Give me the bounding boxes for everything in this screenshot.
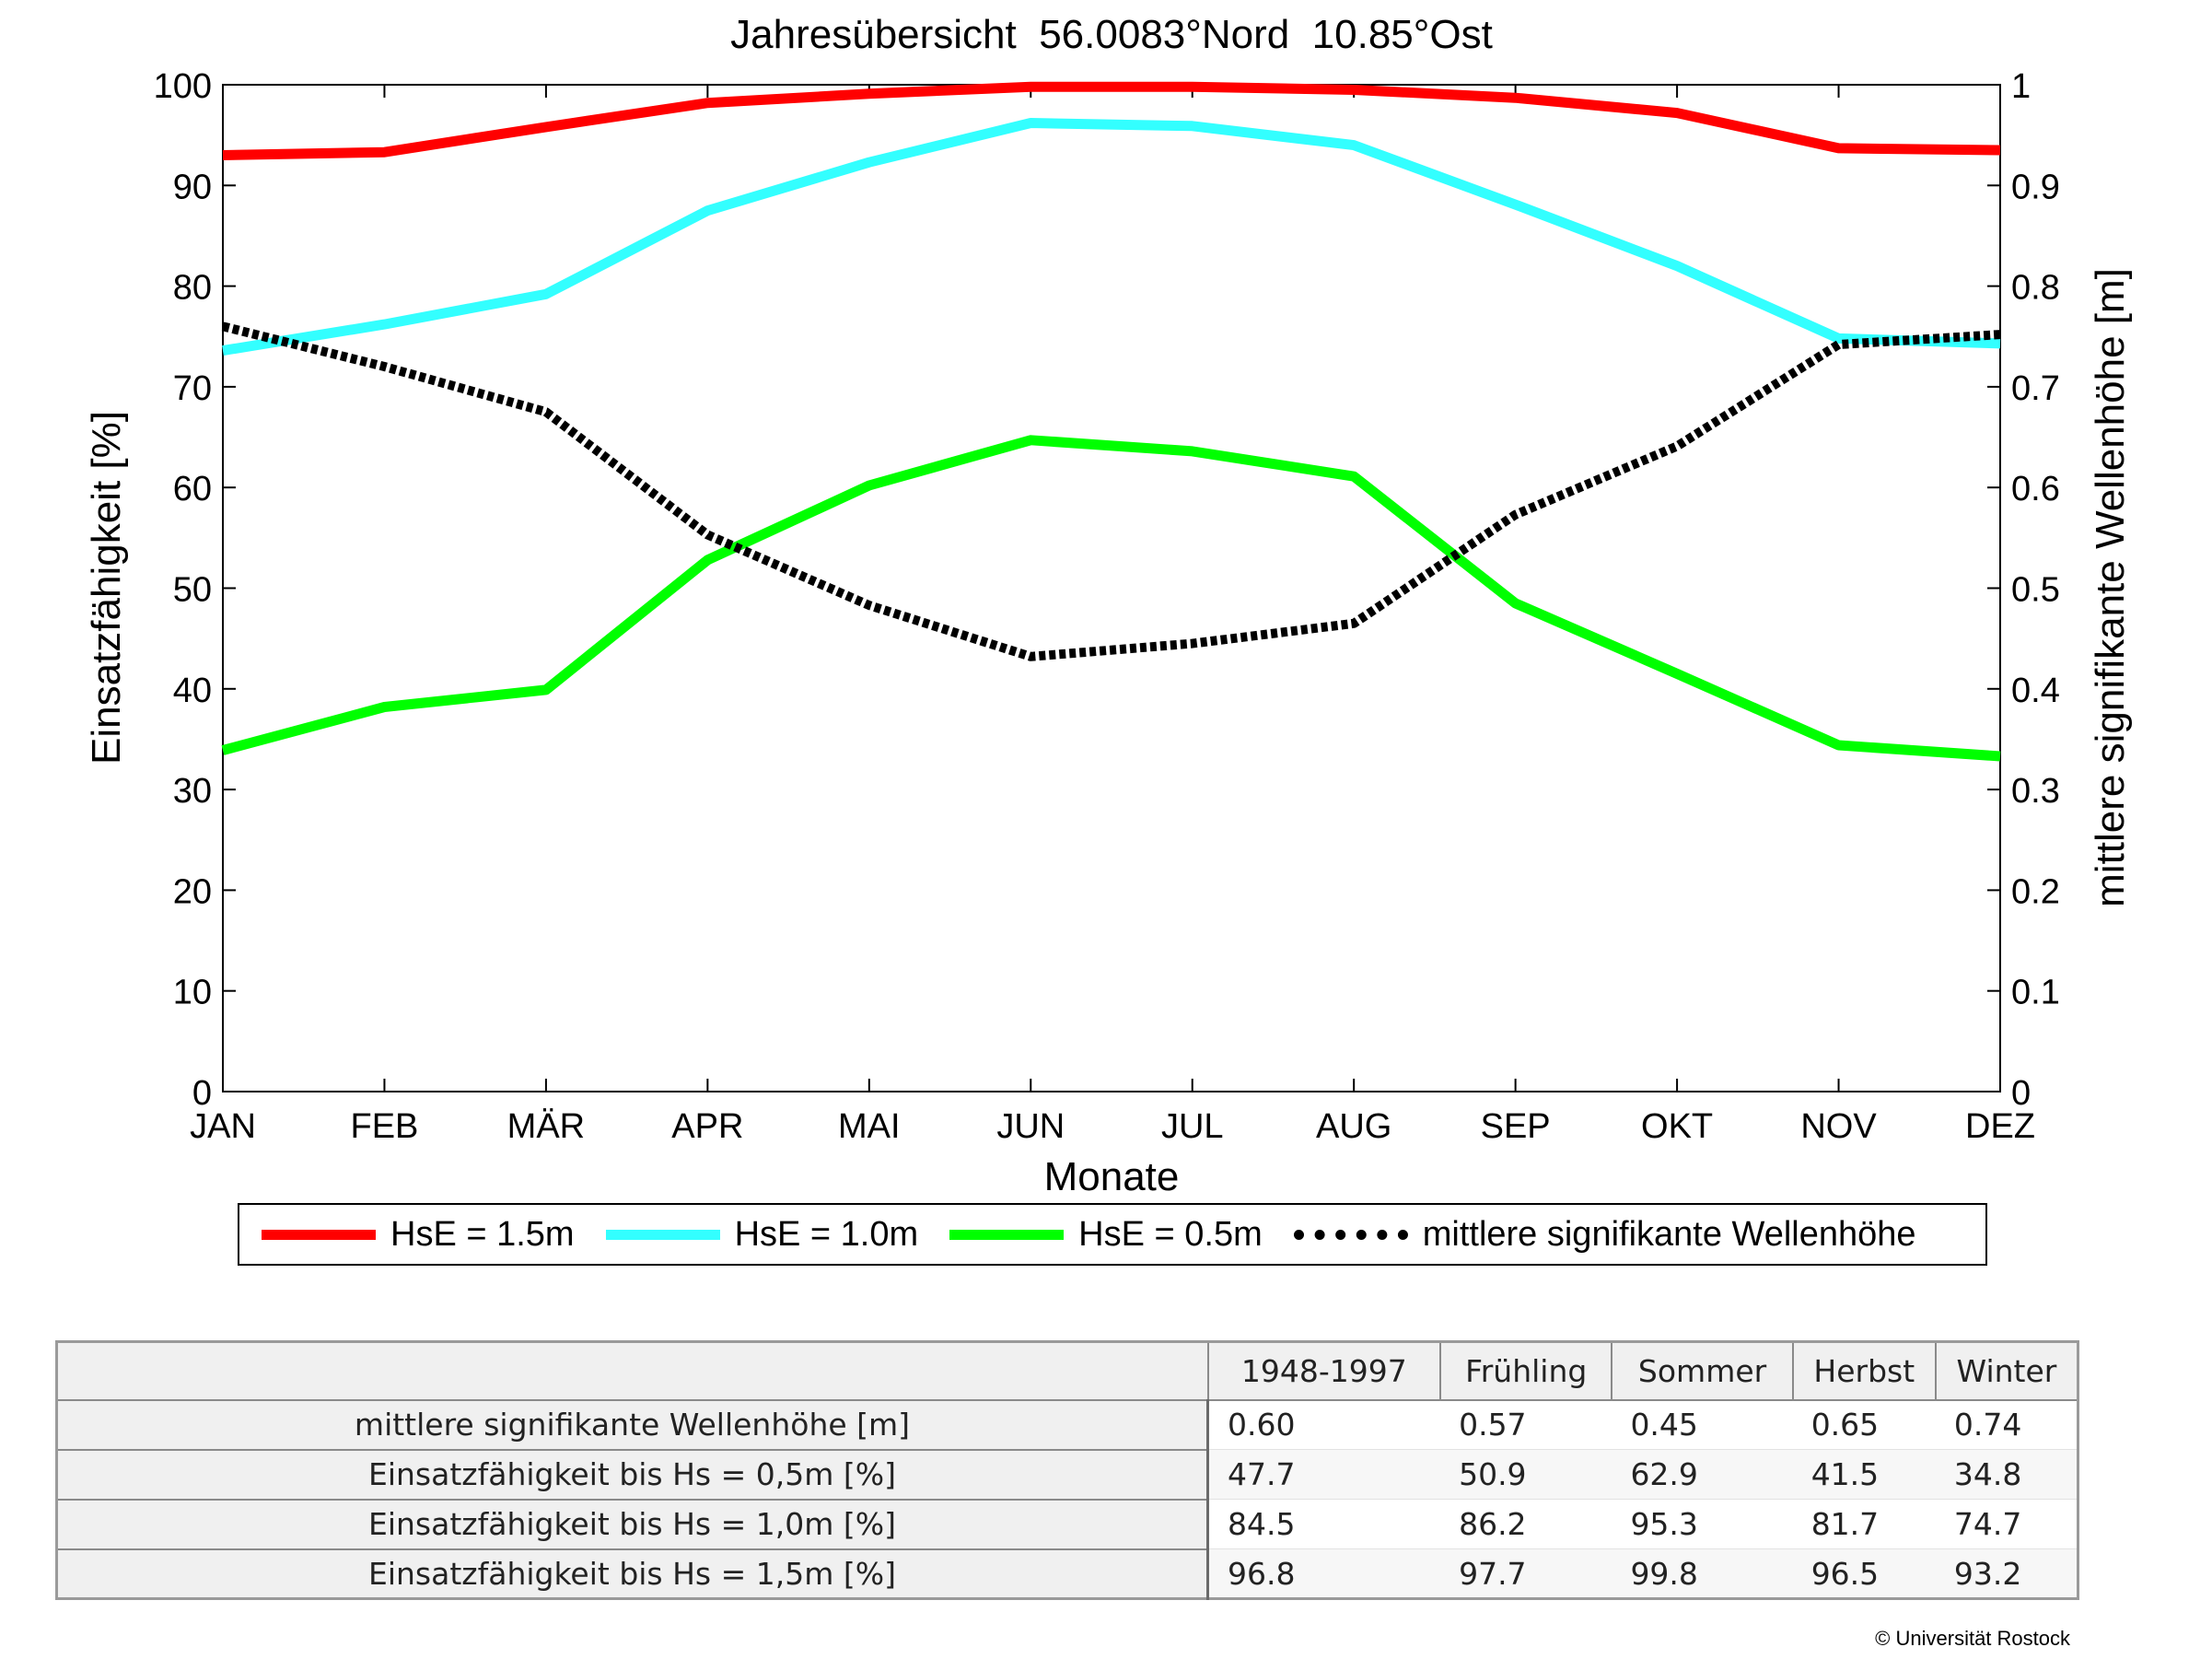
table-cell[interactable]: 50.9 xyxy=(1440,1449,1612,1500)
legend-swatch-red xyxy=(262,1229,376,1240)
table-cell[interactable]: 96.8 xyxy=(1207,1548,1441,1599)
series-line-0 xyxy=(222,81,2001,160)
x-axis-label: Monate xyxy=(1044,1154,1180,1198)
y-tick-label: 20 xyxy=(173,872,212,911)
legend-label: HsE = 0.5m xyxy=(1078,1214,1263,1254)
table-row: Einsatzfähigkeit bis Hs = 0,5m [%] 47.7 … xyxy=(55,1448,2078,1501)
y-axis-label: Einsatzfähigkeit [%] xyxy=(84,411,129,765)
x-tick-label: NOV xyxy=(1800,1107,1877,1146)
statistics-table: 1948-1997 Frühling Sommer Herbst Winter … xyxy=(55,1340,2079,1600)
x-tick-label: AUG xyxy=(1316,1107,1391,1146)
table-cell[interactable]: 47.7 xyxy=(1207,1449,1441,1500)
legend-item-hse-1-0: HsE = 1.0m xyxy=(605,1214,919,1255)
row-header[interactable]: Einsatzfähigkeit bis Hs = 0,5m [%] xyxy=(55,1448,1209,1501)
y2-axis-label: mittlere signifikante Wellenhöhe [m] xyxy=(2088,268,2133,907)
y-tick-label: 40 xyxy=(173,672,212,710)
y2-tick-label: 0.7 xyxy=(2011,369,2060,408)
table-cell[interactable]: 41.5 xyxy=(1792,1449,1936,1500)
plot-area xyxy=(222,84,2001,1092)
y-tick-label: 100 xyxy=(154,67,212,106)
y2-tick-label: 0.1 xyxy=(2011,974,2060,1012)
y2-tick-label: 0.6 xyxy=(2011,470,2060,508)
table-cell[interactable]: 62.9 xyxy=(1612,1449,1793,1500)
row-header[interactable]: Einsatzfähigkeit bis Hs = 1,5m [%] xyxy=(55,1548,1209,1600)
table-cell[interactable]: 81.7 xyxy=(1792,1499,1936,1549)
column-header[interactable]: Herbst xyxy=(1791,1340,1937,1401)
x-tick-label: JUN xyxy=(996,1107,1065,1146)
table-header-corner xyxy=(55,1340,1209,1401)
legend-label: mittlere signifikante Wellenhöhe xyxy=(1422,1214,1916,1254)
series-lines xyxy=(221,81,2001,762)
table-cell[interactable]: 0.65 xyxy=(1792,1399,1936,1450)
y-tick-label: 80 xyxy=(173,269,212,308)
table-cell[interactable]: 95.3 xyxy=(1612,1499,1793,1549)
chart-legend: HsE = 1.5m HsE = 1.0m HsE = 0.5m mittler… xyxy=(238,1203,1987,1266)
y-tick-label: 90 xyxy=(173,168,212,206)
x-tick-label: MAI xyxy=(838,1107,901,1146)
table-cell[interactable]: 0.74 xyxy=(1935,1399,2078,1450)
column-header[interactable]: 1948-1997 xyxy=(1206,1340,1442,1401)
y-tick-label: 60 xyxy=(173,470,212,508)
y2-tick-label: 0.5 xyxy=(2011,571,2060,610)
table-cell[interactable]: 0.57 xyxy=(1440,1399,1612,1450)
series-line-3 xyxy=(221,321,2001,661)
legend-label: HsE = 1.5m xyxy=(390,1214,575,1254)
table-cell[interactable]: 74.7 xyxy=(1935,1499,2078,1549)
table-header-row: 1948-1997 Frühling Sommer Herbst Winter xyxy=(55,1340,2079,1401)
legend-swatch-cyan xyxy=(605,1229,720,1240)
table-row: mittlere signifikante Wellenhöhe [m] 0.6… xyxy=(55,1398,2078,1451)
table-cell[interactable]: 0.45 xyxy=(1612,1399,1793,1450)
y2-tick-label: 1 xyxy=(2011,67,2031,106)
legend-swatch-dotted xyxy=(1293,1229,1408,1240)
left-axis-ticks: 0 10 20 30 40 50 60 70 80 90 100 xyxy=(154,67,2000,1113)
y-tick-label: 30 xyxy=(173,772,212,811)
x-tick-label: SEP xyxy=(1481,1107,1551,1146)
x-tick-label: MÄR xyxy=(507,1107,585,1146)
table-row: Einsatzfähigkeit bis Hs = 1,5m [%] 96.8 … xyxy=(55,1548,2078,1600)
y2-tick-label: 0.8 xyxy=(2011,269,2060,308)
table-cell[interactable]: 97.7 xyxy=(1440,1548,1612,1599)
series-line-1 xyxy=(222,118,2001,356)
y-tick-label: 10 xyxy=(173,974,212,1012)
table-row: Einsatzfähigkeit bis Hs = 1,0m [%] 84.5 … xyxy=(55,1498,2078,1550)
y-tick-label: 50 xyxy=(173,571,212,610)
copyright-notice: © Universität Rostock xyxy=(1875,1627,2070,1650)
column-header[interactable]: Frühling xyxy=(1439,1340,1613,1401)
series-line-2 xyxy=(221,435,2001,762)
y-tick-label: 70 xyxy=(173,369,212,408)
x-tick-label: FEB xyxy=(351,1107,419,1146)
row-header[interactable]: Einsatzfähigkeit bis Hs = 1,0m [%] xyxy=(55,1498,1209,1550)
y2-tick-label: 0.3 xyxy=(2011,772,2060,811)
legend-label: HsE = 1.0m xyxy=(734,1214,919,1254)
y2-tick-label: 0.9 xyxy=(2011,168,2060,206)
x-tick-label: APR xyxy=(671,1107,743,1146)
x-axis-ticks: JAN FEB MÄR APR MAI JUN JUL AUG SEP OKT NOV DEZ xyxy=(190,85,2035,1146)
x-tick-label: JUL xyxy=(1161,1107,1224,1146)
row-header[interactable]: mittlere signifikante Wellenhöhe [m] xyxy=(55,1398,1209,1451)
right-axis-ticks: 0 0.1 0.2 0.3 0.4 0.5 0.6 0.7 0.8 0.9 1 xyxy=(2011,67,2060,1113)
legend-item-wave-height: mittlere signifikante Wellenhöhe xyxy=(1293,1214,1916,1255)
table-cell[interactable]: 96.5 xyxy=(1792,1548,1936,1599)
table-cell[interactable]: 34.8 xyxy=(1935,1449,2078,1500)
table-cell[interactable]: 0.60 xyxy=(1207,1399,1441,1450)
line-chart: Jahresübersicht 56.0083°Nord 10.85°Ost 0… xyxy=(84,12,2133,1198)
column-header[interactable]: Sommer xyxy=(1611,1340,1794,1401)
table-cell[interactable]: 93.2 xyxy=(1935,1548,2078,1599)
y2-tick-label: 0.4 xyxy=(2011,672,2060,710)
table-cell[interactable]: 99.8 xyxy=(1612,1548,1793,1599)
x-tick-label: DEZ xyxy=(1965,1107,2035,1146)
y2-tick-label: 0.2 xyxy=(2011,872,2060,911)
legend-swatch-green xyxy=(949,1229,1065,1240)
x-tick-label: JAN xyxy=(190,1107,256,1146)
legend-item-hse-1-5: HsE = 1.5m xyxy=(262,1215,575,1255)
table-cell[interactable]: 84.5 xyxy=(1207,1499,1441,1549)
y-tick-label: 0 xyxy=(192,1074,212,1113)
x-tick-label: OKT xyxy=(1641,1107,1713,1146)
table-cell[interactable]: 86.2 xyxy=(1440,1499,1612,1549)
column-header[interactable]: Winter xyxy=(1934,1340,2079,1401)
legend-item-hse-0-5: HsE = 0.5m xyxy=(949,1215,1263,1255)
y2-tick-label: 0 xyxy=(2011,1074,2031,1113)
chart-title: Jahresübersicht 56.0083°Nord 10.85°Ost xyxy=(730,12,1493,57)
